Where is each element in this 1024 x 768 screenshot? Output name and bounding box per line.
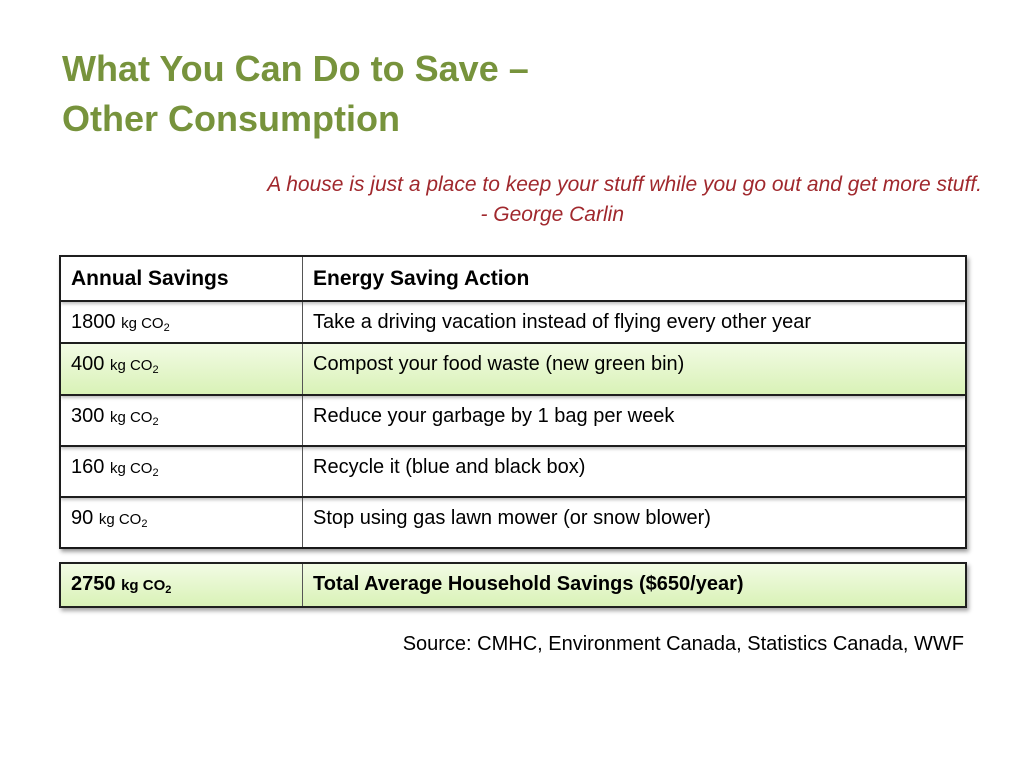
table-row: 160 kg CO2 Recycle it (blue and black bo… xyxy=(61,447,965,498)
total-savings-cell: 2750 kg CO2 xyxy=(61,564,303,606)
quote: A house is just a place to keep your stu… xyxy=(60,170,982,230)
savings-cell: 90 kg CO2 xyxy=(61,498,303,547)
table-row: 90 kg CO2 Stop using gas lawn mower (or … xyxy=(61,498,965,547)
action-cell: Recycle it (blue and black box) xyxy=(303,447,965,496)
total-action-cell: Total Average Household Savings ($650/ye… xyxy=(303,564,965,606)
table-row: 1800 kg CO2 Take a driving vacation inst… xyxy=(61,302,965,344)
savings-table: Annual Savings Energy Saving Action 1800… xyxy=(59,255,967,549)
table-row-highlighted: 400 kg CO2 Compost your food waste (new … xyxy=(61,344,965,396)
header-annual-savings: Annual Savings xyxy=(61,257,303,300)
header-energy-saving-action: Energy Saving Action xyxy=(303,257,965,300)
total-table: 2750 kg CO2 Total Average Household Savi… xyxy=(59,562,967,608)
total-row: 2750 kg CO2 Total Average Household Savi… xyxy=(61,564,965,606)
action-cell: Stop using gas lawn mower (or snow blowe… xyxy=(303,498,965,547)
quote-attribution: - George Carlin xyxy=(60,200,982,230)
title-line-1: What You Can Do to Save – xyxy=(62,44,762,94)
title-line-2: Other Consumption xyxy=(62,94,762,144)
table-row: 300 kg CO2 Reduce your garbage by 1 bag … xyxy=(61,396,965,447)
source-note: Source: CMHC, Environment Canada, Statis… xyxy=(300,630,964,658)
savings-cell: 300 kg CO2 xyxy=(61,396,303,445)
action-cell: Reduce your garbage by 1 bag per week xyxy=(303,396,965,445)
table-header-row: Annual Savings Energy Saving Action xyxy=(61,257,965,302)
action-cell: Take a driving vacation instead of flyin… xyxy=(303,302,965,342)
slide-title: What You Can Do to Save – Other Consumpt… xyxy=(62,44,762,144)
savings-cell: 160 kg CO2 xyxy=(61,447,303,496)
savings-cell: 400 kg CO2 xyxy=(61,344,303,394)
savings-cell: 1800 kg CO2 xyxy=(61,302,303,342)
quote-text: A house is just a place to keep your stu… xyxy=(267,173,982,196)
action-cell: Compost your food waste (new green bin) xyxy=(303,344,965,394)
